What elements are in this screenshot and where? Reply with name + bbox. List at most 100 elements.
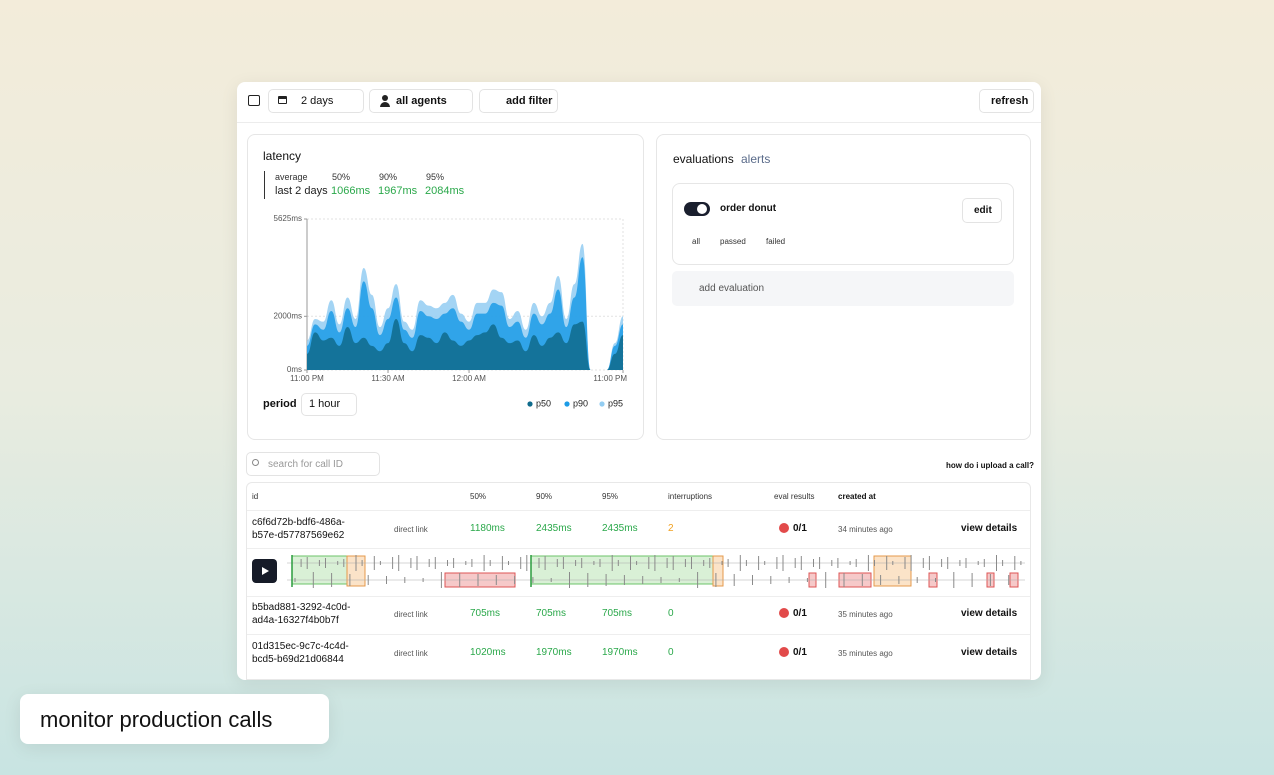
fail-icon: [779, 523, 789, 533]
refresh-label[interactable]: refresh: [991, 95, 1029, 107]
filter-tab[interactable]: failed: [766, 237, 786, 246]
panel-title: latency: [263, 149, 302, 163]
refresh-button[interactable]: [979, 89, 1034, 113]
latency-value: 1970ms: [602, 647, 638, 658]
toggle-knob: [697, 204, 707, 214]
calendar-icon: [278, 96, 287, 104]
fail-icon: [779, 608, 789, 618]
stat-value: last 2 days: [275, 185, 328, 197]
add-evaluation-button[interactable]: [672, 271, 1014, 306]
range-select[interactable]: [268, 89, 364, 113]
waveform: [287, 555, 1025, 588]
column-header[interactable]: 90%: [536, 492, 553, 501]
play-icon: [262, 567, 269, 575]
direct-link[interactable]: direct link: [394, 525, 428, 534]
search-input[interactable]: [246, 452, 380, 476]
column-header[interactable]: 50%: [470, 492, 487, 501]
latency-value: 705ms: [602, 608, 633, 619]
sidebar-toggle[interactable]: [248, 95, 260, 106]
period-label: period: [263, 398, 297, 410]
latency-value: 705ms: [470, 608, 501, 619]
period-select[interactable]: [301, 393, 357, 416]
toolbar-divider: [237, 122, 1041, 123]
add-filter-label[interactable]: add filter: [506, 95, 553, 107]
column-header[interactable]: 95%: [602, 492, 619, 501]
edit-label[interactable]: edit: [974, 205, 992, 216]
column-header[interactable]: interruptions: [668, 492, 713, 501]
stat-value: 2084ms: [425, 185, 465, 197]
column-header[interactable]: id: [252, 492, 259, 501]
y-tick-label: 5625ms: [274, 214, 302, 223]
interruptions-value: 2: [668, 523, 674, 534]
x-tick-label: 11:00 PM: [593, 374, 627, 383]
x-tick-label: 12:00 AM: [452, 374, 486, 383]
caption-banner: [20, 694, 329, 744]
view-details[interactable]: view details: [961, 523, 1018, 534]
direct-link[interactable]: direct link: [394, 610, 428, 619]
evaluation-name: order donut: [720, 203, 777, 214]
tab[interactable]: alerts: [741, 152, 771, 166]
latency-value: 1970ms: [536, 647, 572, 658]
row-divider: [247, 510, 1030, 511]
interruptions-value: 0: [668, 608, 674, 619]
search-icon: [252, 459, 259, 466]
agent-segment: [530, 555, 714, 585]
interruption-box: [712, 555, 724, 587]
add-filter-button[interactable]: [479, 89, 558, 113]
edit-button[interactable]: [962, 198, 1002, 223]
created-at: 35 minutes ago: [838, 610, 893, 619]
direct-link[interactable]: direct link: [394, 649, 428, 658]
range-label[interactable]: 2 days: [301, 95, 334, 107]
latency-value: 2435ms: [602, 523, 638, 534]
created-at: 35 minutes ago: [838, 649, 893, 658]
latency-value: 1180ms: [470, 523, 505, 534]
help-link[interactable]: how do i upload a call?: [946, 461, 1035, 470]
x-tick-label: 11:30 AM: [371, 374, 405, 383]
area-p50: [307, 318, 623, 370]
call-id: 01d315ec-9c7c-4c4d-bcd5-b69d21d06844: [252, 641, 349, 665]
row-divider: [247, 634, 1030, 635]
eval-result: 0/1: [793, 608, 807, 619]
row-divider: [247, 596, 1030, 597]
stat-header: 95%: [426, 172, 445, 182]
toggle[interactable]: [684, 202, 710, 216]
call-id: b5bad881-3292-4c0d-ad4a-16327f4b0b7f: [252, 602, 351, 626]
view-details[interactable]: view details: [961, 647, 1018, 658]
agents-label[interactable]: all agents: [396, 95, 447, 107]
legend-swatch: [564, 401, 570, 407]
filter-tab[interactable]: all: [692, 237, 701, 246]
stats-bar: [264, 171, 265, 199]
view-details[interactable]: view details: [961, 608, 1018, 619]
play-button[interactable]: [252, 559, 277, 583]
tab[interactable]: evaluations: [673, 152, 734, 166]
legend-label: p95: [608, 398, 623, 408]
agent-select[interactable]: [369, 89, 473, 113]
area-p90: [307, 257, 623, 370]
add-evaluation-label[interactable]: add evaluation: [699, 283, 765, 294]
legend-swatch: [599, 401, 605, 407]
period-value[interactable]: 1 hour: [309, 398, 341, 410]
caption: monitor production calls: [40, 707, 273, 732]
interruptions-value: 0: [668, 647, 674, 658]
latency-value: 705ms: [536, 608, 567, 619]
row-divider: [247, 548, 1030, 549]
created-at: 34 minutes ago: [838, 525, 893, 534]
legend-label: p90: [573, 398, 588, 408]
column-header[interactable]: eval results: [774, 492, 815, 501]
stat-header: 50%: [332, 172, 351, 182]
legend-label: p50: [536, 398, 551, 408]
filter-tab[interactable]: passed: [720, 237, 746, 246]
stat-header: average: [275, 172, 308, 182]
person-icon: [382, 95, 388, 101]
search-placeholder[interactable]: search for call ID: [268, 459, 344, 470]
column-header[interactable]: created at: [838, 492, 876, 501]
call-id: c6f6d72b-bdf6-486a-b57e-d57787569e62: [252, 517, 345, 541]
stat-value: 1967ms: [378, 185, 418, 197]
latency-value: 2435ms: [536, 523, 572, 534]
stat-value: 1066ms: [331, 185, 371, 197]
stat-header: 90%: [379, 172, 398, 182]
latency-chart: 0ms 2000ms 5625ms 11:00 PM 11:30 AM 12:00 AM 1…: [274, 214, 628, 408]
x-tick-label: 11:00 PM: [290, 374, 324, 383]
latency-value: 1020ms: [470, 647, 506, 658]
